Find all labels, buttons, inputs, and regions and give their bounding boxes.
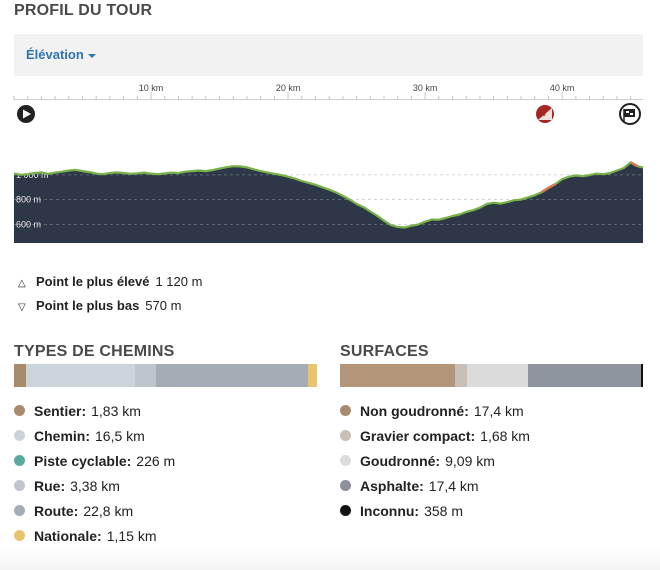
way-type-bar-segment[interactable] <box>135 364 157 387</box>
triangle-down-icon: ▽ <box>18 302 26 313</box>
surface-value: 17,4 km <box>473 402 524 419</box>
way-type-label: Chemin: <box>34 427 90 444</box>
way-type-value: 3,38 km <box>70 477 120 494</box>
surface-bar-segment[interactable] <box>641 364 643 387</box>
way-type-label: Rue: <box>34 477 66 494</box>
legend-color-dot <box>340 455 351 466</box>
surface-legend-item: Gravier compact: 1,68 km <box>340 423 530 448</box>
surface-label: Asphalte: <box>360 477 424 494</box>
way-type-legend-item: Sentier: 1,83 km <box>14 398 175 423</box>
highest-point-row: △ Point le plus élevé 1 120 m <box>18 274 202 289</box>
y-tick-label: 800 m <box>16 195 41 205</box>
way-type-bar-segment[interactable] <box>307 364 317 387</box>
surface-value: 1,68 km <box>480 427 530 444</box>
legend-color-dot <box>14 430 25 441</box>
surface-label: Non goudronné: <box>360 402 469 419</box>
surface-label: Inconnu: <box>360 502 420 519</box>
way-type-value: 1,83 km <box>91 402 141 419</box>
bottom-fade <box>0 548 660 570</box>
way-type-legend-item: Route: 22,8 km <box>14 498 175 523</box>
legend-color-dot <box>340 430 351 441</box>
way-type-bar-segment[interactable] <box>26 364 136 387</box>
surfaces-title: SURFACES <box>340 343 429 360</box>
surface-label: Goudronné: <box>360 452 441 469</box>
surface-value: 17,4 km <box>428 477 479 494</box>
surface-value: 9,09 km <box>445 452 495 469</box>
surface-bar-segment[interactable] <box>467 364 528 387</box>
flag-check-icon <box>630 113 633 115</box>
y-tick-label: 1 000 m <box>16 170 49 180</box>
legend-color-dot <box>14 480 25 491</box>
x-tick-label: 20 km <box>276 83 301 93</box>
elevation-chart[interactable]: 10 km 20 km 30 km 40 km 1 000 m 800 m 600 m% <box>0 80 660 250</box>
flag-glyph-icon <box>624 109 635 117</box>
surface-value: 358 m <box>424 502 464 519</box>
way-types-legend: Sentier: 1,83 km Chemin: 16,5 km Piste cycla… <box>14 398 175 548</box>
way-type-label: Nationale: <box>34 527 102 544</box>
elevation-dropdown[interactable]: Élévation <box>26 47 96 62</box>
way-type-value: 1,15 km <box>106 527 157 544</box>
lowest-point-value: 570 m <box>145 298 182 313</box>
steep-segment <box>540 183 556 194</box>
y-tick-label: 600 m <box>16 219 41 229</box>
flag-check-icon <box>626 111 629 113</box>
chart-type-bar: Élévation <box>14 34 643 76</box>
surfaces-bar[interactable] <box>340 364 643 387</box>
percent-glyph-icon: % <box>538 109 545 118</box>
lowest-point-label: Point le plus bas <box>36 298 140 313</box>
way-type-bar-segment[interactable] <box>14 364 27 387</box>
legend-color-dot <box>14 405 25 416</box>
caret-down-icon <box>87 53 96 58</box>
way-type-label: Piste cyclable: <box>34 452 132 469</box>
surface-bar-segment[interactable] <box>527 364 642 387</box>
x-tick-label: 40 km <box>550 83 575 93</box>
legend-color-dot <box>14 530 25 541</box>
way-type-value: 22,8 km <box>83 502 134 519</box>
tour-profile-title: PROFIL DU TOUR <box>14 2 153 19</box>
way-type-legend-item: Piste cyclable: 226 m <box>14 448 175 473</box>
play-glyph-icon <box>23 109 31 119</box>
triangle-up-icon: △ <box>18 278 26 289</box>
surface-legend-item: Goudronné: 9,09 km <box>340 448 530 473</box>
highest-point-label: Point le plus élevé <box>36 274 150 289</box>
surface-label: Gravier compact: <box>360 427 476 444</box>
way-types-title: TYPES DE CHEMINS <box>14 343 175 360</box>
steep-segment <box>630 161 639 168</box>
surface-legend-item: Asphalte: 17,4 km <box>340 473 530 498</box>
surfaces-legend: Non goudronné: 17,4 km Gravier compact: 1,6… <box>340 398 530 523</box>
elevation-dropdown-label: Élévation <box>26 47 84 62</box>
way-type-legend-item: Chemin: 16,5 km <box>14 423 175 448</box>
way-type-bar-segment[interactable] <box>156 364 308 387</box>
x-tick-label: 10 km <box>139 83 164 93</box>
elevation-line <box>13 161 644 229</box>
way-type-legend-item: Rue: 3,38 km <box>14 473 175 498</box>
elevation-area <box>14 162 643 243</box>
way-type-label: Sentier: <box>34 402 87 419</box>
surface-bar-segment[interactable] <box>455 364 468 387</box>
steep-slope-glyph-icon <box>538 108 552 120</box>
lowest-point-row: ▽ Point le plus bas 570 m <box>18 298 181 313</box>
way-types-bar[interactable] <box>14 364 317 387</box>
legend-color-dot <box>340 405 351 416</box>
way-type-value: 16,5 km <box>95 427 145 444</box>
x-tick-label: 30 km <box>413 83 438 93</box>
surface-legend-item: Inconnu: 358 m <box>340 498 530 523</box>
surface-legend-item: Non goudronné: 17,4 km <box>340 398 530 423</box>
legend-color-dot <box>340 505 351 516</box>
way-type-value: 226 m <box>136 452 176 469</box>
legend-color-dot <box>14 505 25 516</box>
highest-point-value: 1 120 m <box>155 274 203 289</box>
legend-color-dot <box>14 455 25 466</box>
surface-bar-segment[interactable] <box>340 364 456 387</box>
legend-color-dot <box>340 480 351 491</box>
way-type-label: Route: <box>34 502 79 519</box>
way-type-legend-item: Nationale: 1,15 km <box>14 523 175 548</box>
